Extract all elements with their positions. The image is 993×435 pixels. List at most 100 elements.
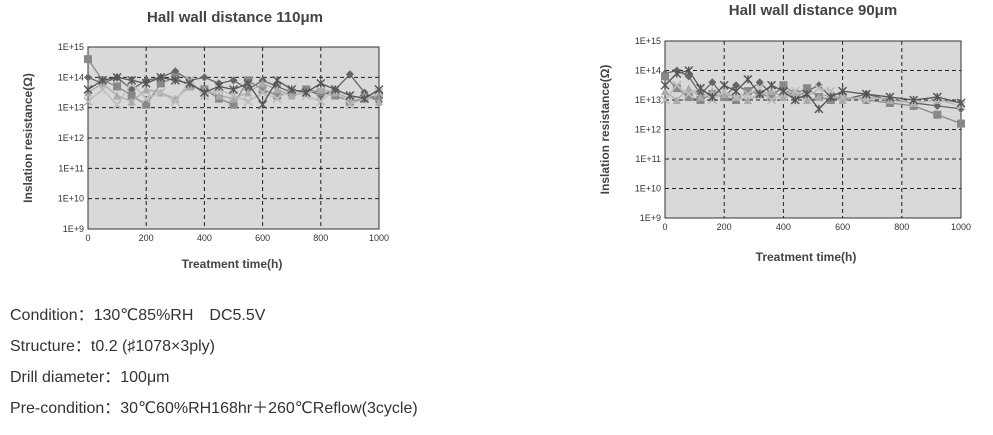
data-point-s4	[170, 97, 180, 107]
data-point-s4	[258, 87, 268, 98]
data-point-s5	[170, 75, 180, 85]
data-point-s5	[199, 88, 209, 97]
data-point-s5	[790, 95, 800, 105]
data-point-s3	[375, 97, 383, 106]
data-point-s5	[83, 84, 93, 94]
data-point-s4	[814, 83, 824, 93]
data-point-s2	[767, 93, 776, 102]
data-point-s2	[229, 100, 238, 109]
data-point-s3	[779, 93, 788, 102]
data-point-s2	[672, 84, 681, 93]
data-point-s3	[791, 90, 800, 99]
y-tick-label: 1E+12	[58, 133, 84, 143]
chart-title: Hall wall distance 110μm	[147, 9, 323, 26]
data-point-s3	[684, 84, 693, 93]
data-point-s2	[743, 87, 752, 96]
data-point-s5	[707, 92, 717, 102]
data-point-s4	[743, 89, 753, 99]
data-point-s3	[229, 94, 238, 103]
data-point-s5	[359, 94, 369, 104]
data-point-s5	[778, 86, 788, 96]
data-point-s3	[838, 96, 847, 104]
data-point-s5	[141, 78, 151, 88]
data-point-s4	[790, 86, 800, 96]
data-point-s3	[113, 91, 122, 100]
data-point-s1	[200, 73, 209, 82]
data-point-s2	[933, 110, 942, 119]
data-point-s4	[660, 95, 670, 105]
data-point-s5	[814, 104, 824, 114]
y-tick-label: 1E+9	[63, 224, 84, 234]
data-point-s5	[258, 100, 268, 110]
data-point-s3	[142, 85, 151, 94]
x-tick-label: 400	[776, 222, 791, 232]
data-point-s5	[272, 75, 282, 85]
data-point-s1	[127, 85, 136, 94]
y-tick-label: 1E+11	[58, 163, 84, 173]
y-axis-label: Inslation resistance(Ω)	[21, 73, 35, 203]
data-point-s5	[696, 83, 706, 93]
data-point-s5	[932, 92, 942, 102]
x-tick-label: 800	[313, 233, 328, 243]
y-tick-label: 1E+10	[635, 184, 661, 194]
data-point-s5	[156, 72, 166, 82]
data-point-s4	[141, 94, 151, 104]
data-point-s2	[273, 91, 282, 100]
data-point-s3	[696, 93, 705, 102]
data-point-s5	[672, 68, 682, 78]
data-point-s5	[767, 80, 777, 90]
data-point-s1	[755, 78, 764, 87]
x-tick-label: 800	[894, 222, 909, 232]
x-tick-label: 600	[835, 222, 850, 232]
data-point-s5	[301, 88, 311, 97]
data-point-s5	[127, 75, 137, 85]
data-point-s2	[661, 72, 669, 81]
data-point-s5	[287, 84, 297, 94]
data-point-s2	[156, 79, 165, 88]
x-tick-label: 400	[197, 233, 212, 243]
data-point-s3	[127, 97, 136, 106]
conditions-block: Condition：130℃85%RH DC5.5V Structure：t0.…	[10, 300, 418, 424]
data-point-s5	[243, 78, 253, 88]
data-point-s4	[156, 87, 166, 98]
x-axis-label: Treatment time(h)	[182, 257, 283, 271]
y-tick-label: 1E+10	[58, 194, 84, 204]
y-tick-label: 1E+12	[635, 125, 661, 135]
data-point-s4	[83, 97, 93, 107]
data-point-s2	[957, 119, 965, 128]
x-axis-label: Treatment time(h)	[756, 250, 857, 264]
data-point-s2	[779, 81, 788, 90]
y-tick-label: 1E+13	[58, 103, 84, 113]
data-point-s5	[755, 89, 765, 99]
data-point-s2	[258, 85, 267, 94]
x-tick-label: 600	[255, 233, 270, 243]
data-point-s5	[861, 89, 871, 99]
data-point-s1	[171, 67, 180, 76]
structure-line: Structure：t0.2 (♯1078×3ply)	[10, 338, 215, 355]
y-tick-label: 1E+14	[635, 66, 661, 76]
data-point-s5	[660, 80, 670, 90]
data-point-s4	[112, 100, 122, 110]
data-point-s5	[112, 72, 122, 82]
data-point-s5	[719, 80, 729, 90]
data-point-s3	[814, 93, 823, 102]
data-point-s5	[885, 92, 895, 102]
data-point-s2	[684, 93, 693, 102]
data-point-s3	[803, 96, 812, 104]
data-point-s2	[142, 100, 151, 109]
data-point-s5	[345, 91, 355, 101]
y-tick-label: 1E+14	[58, 72, 84, 82]
data-point-s1	[814, 81, 823, 90]
data-point-s5	[98, 75, 108, 85]
y-tick-label: 1E+15	[58, 42, 84, 52]
data-point-s5	[826, 92, 836, 102]
data-point-s4	[684, 89, 694, 99]
data-point-s5	[374, 84, 384, 94]
data-point-s3	[743, 96, 752, 104]
data-point-s5	[731, 86, 741, 96]
data-point-s2	[113, 82, 122, 91]
data-point-s4	[672, 80, 682, 90]
data-point-s5	[229, 84, 238, 94]
data-point-s3	[316, 85, 325, 94]
data-point-s5	[909, 95, 919, 105]
